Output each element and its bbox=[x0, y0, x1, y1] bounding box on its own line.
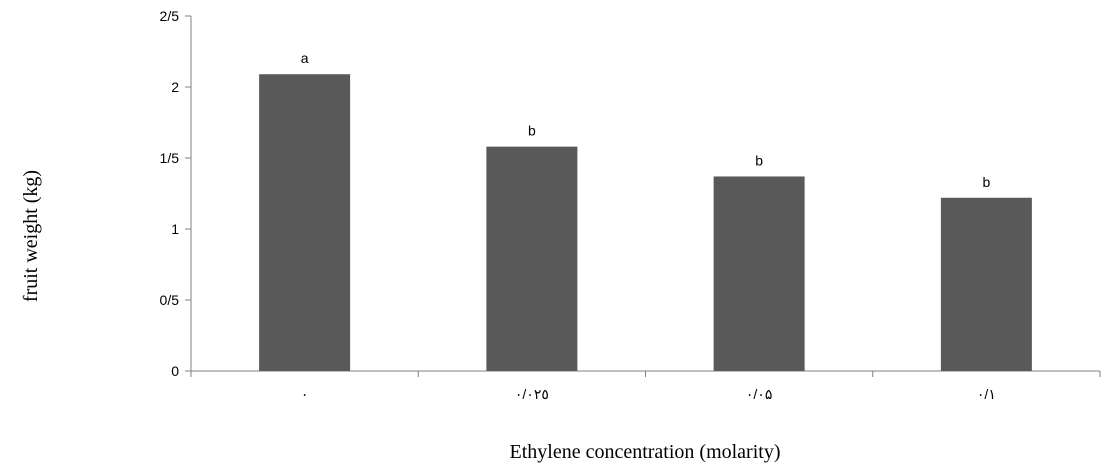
bar-label: b bbox=[982, 174, 990, 190]
bar-label: b bbox=[528, 123, 536, 139]
bar-label: b bbox=[755, 152, 763, 168]
y-tick-label: 1/5 bbox=[160, 150, 180, 166]
bar-labels: a b b b bbox=[301, 50, 991, 190]
x-axis-title: Ethylene concentration (molarity) bbox=[509, 441, 780, 463]
x-tick-label: ٠/٠٢٥ bbox=[515, 386, 549, 402]
bar-label: a bbox=[301, 50, 309, 66]
x-tick-label: ٠/١ bbox=[977, 386, 996, 402]
y-tick-label: 1 bbox=[171, 221, 179, 237]
bar bbox=[713, 176, 805, 371]
y-axis: 0 0/5 1 1/5 2 2/5 bbox=[160, 8, 192, 379]
bar bbox=[486, 146, 578, 371]
y-tick-label: 0 bbox=[171, 363, 179, 379]
y-axis-title: fruit weight (kg) bbox=[20, 170, 42, 302]
y-tick-label: 2 bbox=[171, 79, 179, 95]
bar bbox=[940, 197, 1032, 371]
x-tick-label: ٠ bbox=[301, 386, 309, 402]
x-axis: ٠ ٠/٠٢٥ ٠/٠۵ ٠/١ bbox=[190, 370, 1101, 402]
x-tick-label: ٠/٠۵ bbox=[746, 386, 772, 402]
y-tick-label: 2/5 bbox=[160, 8, 180, 24]
bar bbox=[259, 74, 351, 371]
y-tick-label: 0/5 bbox=[160, 292, 180, 308]
bars bbox=[259, 74, 1032, 371]
